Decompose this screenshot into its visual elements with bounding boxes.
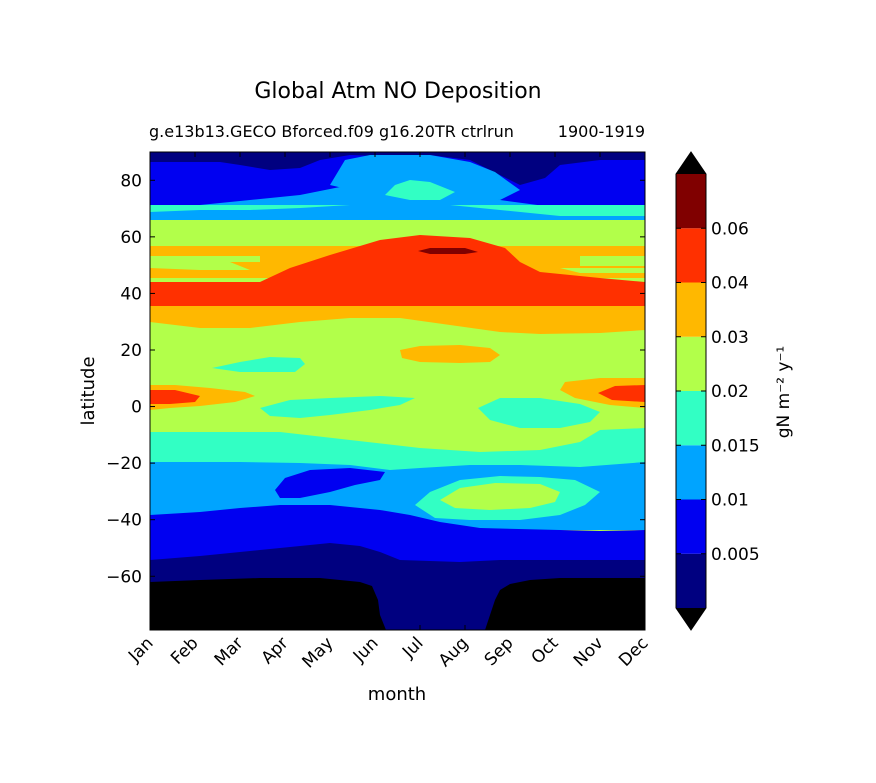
contour-65n-cyan — [150, 205, 645, 216]
colorbar-label: gN m⁻² y⁻¹ — [774, 346, 794, 439]
colorbar-segment — [676, 553, 706, 608]
chart-subtitle-left: g.e13b13.GECO Bforced.f09 g16.20TR ctrlr… — [149, 122, 514, 141]
y-tick-label: −60 — [106, 567, 142, 587]
contour-black-antarctic-east — [485, 578, 645, 630]
x-tick-label: May — [299, 633, 338, 672]
x-axis-label: month — [368, 684, 426, 705]
colorbar-tick-label: 0.015 — [711, 436, 760, 456]
contour-cyan-band — [150, 428, 645, 465]
colorbar-segment — [676, 228, 706, 283]
y-tick-label: 60 — [120, 228, 142, 248]
contour-green-island-w — [150, 256, 260, 262]
colorbar-outline — [675, 151, 707, 631]
contour-green-island-e — [580, 256, 645, 266]
colorbar-tick-label: 0.06 — [711, 219, 749, 239]
x-tick-label: Aug — [435, 633, 473, 671]
contour-orange-20n — [400, 345, 500, 363]
contour-red-eq-east — [598, 385, 645, 402]
contour-cyan-eq-west — [260, 396, 415, 418]
colorbar-tick-label: 0.04 — [711, 274, 749, 294]
colorbar-extend-bottom — [676, 608, 706, 630]
y-axis: 80 60 40 20 0 −20 −40 −60 — [106, 171, 645, 587]
contour-darkred-peak — [418, 248, 478, 254]
colorbar: 0.005 0.01 0.015 0.02 0.03 0.04 0.06 — [675, 151, 760, 631]
y-tick-label: 20 — [120, 341, 142, 361]
contour-blue-patch-28s — [275, 468, 385, 498]
contour-cyan-15n — [212, 357, 305, 372]
x-tick-label: Feb — [167, 633, 202, 668]
colorbar-segment — [676, 336, 706, 391]
x-tick-label: Jan — [124, 633, 157, 666]
contour-north-deepblue — [150, 152, 645, 185]
x-tick-label: Sep — [481, 633, 518, 670]
contour-green-island-e2 — [560, 268, 645, 273]
colorbar-segment — [676, 282, 706, 337]
chart-title: Global Atm NO Deposition — [254, 79, 541, 104]
x-tick-label: Jul — [398, 633, 427, 662]
contour-north-cyan-patch — [385, 180, 455, 200]
y-tick-label: 0 — [131, 398, 142, 418]
x-tick-label: Oct — [528, 633, 563, 668]
contour-green-island-w2 — [150, 262, 250, 270]
colorbar-segment — [676, 445, 706, 500]
plot-frame — [149, 151, 646, 631]
y-tick-label: −40 — [106, 511, 142, 531]
colorbar-tick-label: 0.03 — [711, 328, 749, 348]
chart-subtitle-right: 1900-1919 — [558, 122, 645, 141]
contour-field — [150, 152, 645, 630]
contour-cyan-eq-east — [478, 398, 600, 428]
contour-red-eq-west — [150, 390, 200, 404]
colorbar-tick-label: 0.005 — [711, 545, 760, 565]
colorbar-tick-label: 0.02 — [711, 382, 749, 402]
colorbar-segment — [676, 174, 706, 229]
contour-north-lightblue-tongue — [330, 155, 520, 200]
x-tick-label: Apr — [258, 633, 293, 668]
x-tick-label: Nov — [570, 633, 608, 671]
y-tick-label: 40 — [120, 284, 142, 304]
contour-black-antarctic-west — [150, 578, 386, 630]
y-axis-label: latitude — [78, 356, 99, 425]
x-tick-label: Mar — [211, 633, 248, 670]
contour-green-patch-35s — [440, 483, 560, 510]
x-tick-label: Jun — [349, 633, 383, 667]
contour-cyan-fringe — [150, 462, 645, 470]
y-tick-label: 80 — [120, 171, 142, 191]
contour-orange-30n — [150, 306, 645, 334]
colorbar-tick-label: 0.01 — [711, 491, 749, 511]
contour-red-band — [150, 235, 645, 306]
y-tick-label: −20 — [106, 454, 142, 474]
x-tick-label: Dec — [615, 633, 652, 670]
colorbar-segment — [676, 391, 706, 446]
colorbar-extend-top — [676, 152, 706, 174]
colorbar-segment — [676, 499, 706, 554]
